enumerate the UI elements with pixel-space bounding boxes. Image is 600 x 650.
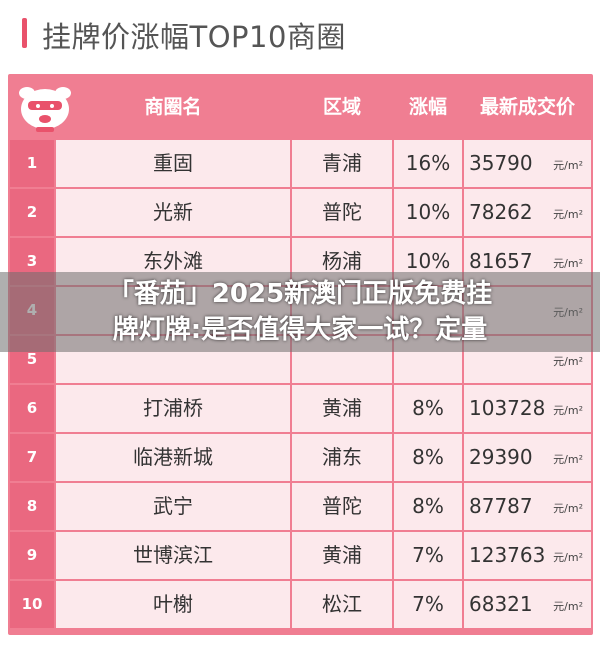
- table-row: 10 叶榭 松江 7% 68321 元/m²: [8, 581, 593, 628]
- region-cell: 松江: [292, 581, 392, 628]
- district-name: 叶榭: [56, 581, 290, 628]
- price-unit: 元/m²: [553, 208, 583, 221]
- watermark-banner: 「番茄」2025新澳门正版免费挂 牌灯牌:是否值得大家一试？定量: [0, 272, 600, 352]
- table-header: 商圈名 区域 涨幅 最新成交价: [8, 74, 593, 140]
- table-row: 9 世博滨江 黄浦 7% 123763 元/m²: [8, 532, 593, 579]
- price-cell: 29390 元/m²: [464, 434, 591, 481]
- price-unit: 元/m²: [553, 453, 583, 466]
- page-title: 挂牌价涨幅TOP10商圈: [42, 20, 346, 54]
- price-value: 29390: [469, 445, 533, 469]
- price-value: 81657: [469, 249, 533, 273]
- region-cell: 青浦: [292, 140, 392, 187]
- rise-cell: 7%: [394, 532, 462, 579]
- watermark-line-2: 牌灯牌:是否值得大家一试？定量: [112, 315, 488, 345]
- rise-cell: 16%: [394, 140, 462, 187]
- price-cell: 103728 元/m²: [464, 385, 591, 432]
- rank-badge: 9: [10, 532, 54, 579]
- price-unit: 元/m²: [553, 257, 583, 270]
- table-row: 7 临港新城 浦东 8% 29390 元/m²: [8, 434, 593, 481]
- district-name: 打浦桥: [56, 385, 290, 432]
- page-header: 挂牌价涨幅TOP10商圈: [0, 0, 600, 72]
- watermark-text: 「番茄」2025新澳门正版免费挂 牌灯牌:是否值得大家一试？定量: [0, 276, 600, 348]
- region-cell: 普陀: [292, 483, 392, 530]
- price-value: 103728: [469, 396, 546, 420]
- region-cell: 浦东: [292, 434, 392, 481]
- table-row: 2 光新 普陀 10% 78262 元/m²: [8, 189, 593, 236]
- header-name: 商圈名: [144, 96, 202, 118]
- region-cell: 黄浦: [292, 385, 392, 432]
- district-name: 光新: [56, 189, 290, 236]
- district-name: 重固: [56, 140, 290, 187]
- price-cell: 123763 元/m²: [464, 532, 591, 579]
- price-cell: 78262 元/m²: [464, 189, 591, 236]
- rank-badge: 1: [10, 140, 54, 187]
- price-unit: 元/m²: [553, 502, 583, 515]
- mascot-icon: [19, 87, 71, 132]
- rank-badge: 2: [10, 189, 54, 236]
- rank-badge: 7: [10, 434, 54, 481]
- price-unit: 元/m²: [553, 159, 583, 172]
- table-row: 1 重固 青浦 16% 35790 元/m²: [8, 140, 593, 187]
- price-value: 35790: [469, 151, 533, 175]
- price-unit: 元/m²: [553, 551, 583, 564]
- price-unit: 元/m²: [553, 600, 583, 613]
- title-accent-bar: [22, 18, 27, 48]
- district-name: 武宁: [56, 483, 290, 530]
- rank-badge: 10: [10, 581, 54, 628]
- rise-cell: 10%: [394, 189, 462, 236]
- price-cell: 68321 元/m²: [464, 581, 591, 628]
- price-cell: 87787 元/m²: [464, 483, 591, 530]
- rise-cell: 8%: [394, 385, 462, 432]
- price-value: 87787: [469, 494, 533, 518]
- header-price: 最新成交价: [479, 96, 575, 118]
- rank-badge: 8: [10, 483, 54, 530]
- price-value: 123763: [469, 543, 546, 567]
- table-row: 6 打浦桥 黄浦 8% 103728 元/m²: [8, 385, 593, 432]
- price-cell: 35790 元/m²: [464, 140, 591, 187]
- rise-cell: 7%: [394, 581, 462, 628]
- price-unit: 元/m²: [553, 404, 583, 417]
- district-name: 临港新城: [56, 434, 290, 481]
- price-value: 78262: [469, 200, 533, 224]
- region-cell: 普陀: [292, 189, 392, 236]
- rise-cell: 8%: [394, 483, 462, 530]
- price-unit: 元/m²: [553, 355, 583, 368]
- header-region: 区域: [322, 96, 361, 118]
- price-value: 68321: [469, 592, 533, 616]
- rise-cell: 8%: [394, 434, 462, 481]
- ranking-table: 商圈名 区域 涨幅 最新成交价 1 重固 青浦 16% 35790 元/m² 2…: [8, 74, 593, 635]
- region-cell: 黄浦: [292, 532, 392, 579]
- rank-badge: 6: [10, 385, 54, 432]
- table-row: 8 武宁 普陀 8% 87787 元/m²: [8, 483, 593, 530]
- header-rise: 涨幅: [408, 96, 447, 118]
- district-name: 世博滨江: [56, 532, 290, 579]
- watermark-line-1: 「番茄」2025新澳门正版免费挂: [107, 279, 493, 309]
